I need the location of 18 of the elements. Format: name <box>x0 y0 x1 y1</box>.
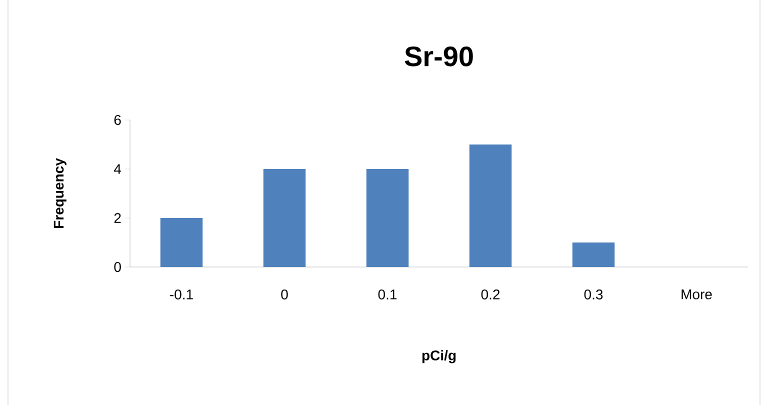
x-tick-label: 0.3 <box>584 290 603 300</box>
y-tick-label: 4 <box>114 164 122 174</box>
bar <box>572 242 615 267</box>
bar <box>263 169 306 267</box>
x-axis-title: pCi/g <box>422 350 456 364</box>
x-tick-label: 0.2 <box>481 290 500 300</box>
bar <box>469 144 512 267</box>
x-tick-label: 0 <box>281 290 288 300</box>
y-tick-label: 6 <box>114 115 121 125</box>
y-tick-label: 2 <box>114 213 121 223</box>
chart-title: Sr-90 <box>404 46 473 66</box>
x-tick-label: -0.1 <box>170 290 193 300</box>
bar <box>366 169 409 267</box>
x-tick-label: More <box>682 290 712 300</box>
y-tick-label: 0 <box>114 262 121 272</box>
x-tick-label: 0.1 <box>378 290 397 300</box>
y-axis-title: Frequency <box>54 158 66 228</box>
bar <box>160 218 203 267</box>
